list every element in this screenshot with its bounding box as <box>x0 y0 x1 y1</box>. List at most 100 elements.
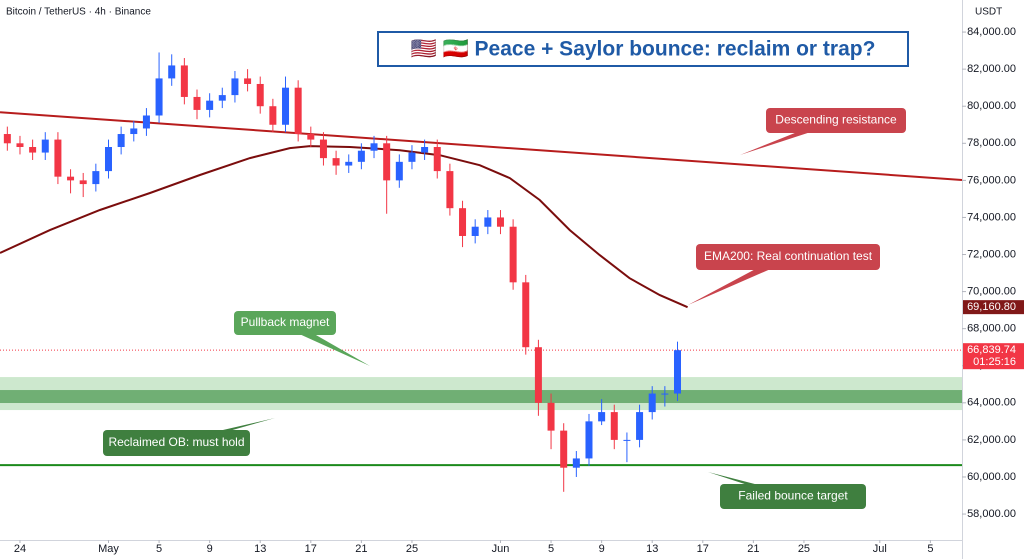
candle-body <box>598 412 606 422</box>
y-tick-label: 76,000.00 <box>967 174 1016 186</box>
price-badge <box>963 300 1024 315</box>
plot-area <box>0 52 962 492</box>
y-tick-label: 84,000.00 <box>967 26 1016 38</box>
annotation-text: Failed bounce target <box>738 489 848 503</box>
y-tick-label: 64,000.00 <box>967 397 1016 409</box>
candle-body <box>357 150 365 162</box>
candle-body <box>92 171 100 185</box>
candle-body <box>180 65 188 97</box>
annotation-text: Descending resistance <box>775 113 897 127</box>
annotation-box <box>696 244 880 270</box>
candle-body <box>67 176 75 181</box>
candle-body <box>673 350 681 394</box>
annotation-box <box>103 430 250 456</box>
candle-body <box>218 95 226 101</box>
candle-body <box>547 402 555 431</box>
price-badge <box>963 343 1024 370</box>
annotation-text: Reclaimed OB: must hold <box>108 435 244 449</box>
candle-body <box>155 78 163 116</box>
candle-body <box>244 78 252 84</box>
candle-body <box>421 147 429 153</box>
trend-line <box>0 111 962 181</box>
candle-body <box>496 217 504 227</box>
candle-body <box>636 412 644 440</box>
annotation-box <box>766 108 906 133</box>
title-box <box>377 31 909 67</box>
candle-body <box>509 226 517 283</box>
candle-body <box>130 128 138 135</box>
candle-body <box>231 78 239 96</box>
candle-body <box>79 180 87 185</box>
price-badge-label: 66,839.74 <box>967 344 1016 356</box>
candle-body <box>572 458 580 468</box>
x-tick-label: 13 <box>254 543 266 555</box>
price-badge-label: 69,160.80 <box>967 301 1016 313</box>
candle-body <box>307 134 315 140</box>
candle-body <box>206 100 214 110</box>
chart-title: 🇺🇸 🇮🇷 Peace + Saylor bounce: reclaim or … <box>411 38 876 61</box>
candle-body <box>193 96 201 110</box>
candle-body <box>395 161 403 181</box>
candle-body <box>585 421 593 459</box>
candle-body <box>383 143 391 181</box>
candle-body <box>648 393 656 413</box>
candle-body <box>446 171 454 209</box>
currency-label: USDT <box>975 7 1002 18</box>
x-tick-label: Jun <box>492 543 510 555</box>
candle-body <box>104 147 112 172</box>
candle-body <box>345 161 353 166</box>
y-tick-label: 80,000.00 <box>967 100 1016 112</box>
candle-body <box>269 106 277 125</box>
order-block-zone <box>0 390 962 404</box>
y-tick-label: 82,000.00 <box>967 63 1016 75</box>
x-tick-label: 17 <box>305 543 317 555</box>
candle-body <box>142 115 150 129</box>
x-tick-label: 21 <box>747 543 759 555</box>
candle-body <box>256 83 264 107</box>
y-tick-label: 62,000.00 <box>967 434 1016 446</box>
candle-body <box>433 147 441 172</box>
annotation-box <box>720 484 866 509</box>
y-tick-label: 68,000.00 <box>967 323 1016 335</box>
x-tick-label: 9 <box>599 543 605 555</box>
symbol-header: Bitcoin / TetherUS · 4h · Binance <box>6 7 151 18</box>
candle-body <box>408 152 416 162</box>
x-tick-label: 25 <box>798 543 810 555</box>
x-tick-label: 5 <box>548 543 554 555</box>
annotation-text: EMA200: Real continuation test <box>704 249 873 263</box>
x-tick-label: May <box>98 543 119 555</box>
x-tick-label: 24 <box>14 543 26 555</box>
candle-body <box>168 65 176 79</box>
y-tick-label: 78,000.00 <box>967 137 1016 149</box>
y-tick-label: 58,000.00 <box>967 508 1016 520</box>
candle-body <box>41 139 49 153</box>
candle-body <box>560 430 568 468</box>
candle-body <box>471 226 479 236</box>
candle-body <box>117 134 125 148</box>
x-tick-label: 25 <box>406 543 418 555</box>
x-tick-label: Jul <box>873 543 887 555</box>
countdown-label: 01:25:16 <box>973 356 1016 368</box>
candle-body <box>459 208 467 236</box>
candle-body <box>54 139 62 177</box>
y-tick-label: 74,000.00 <box>967 211 1016 223</box>
candle-body <box>370 143 378 151</box>
x-tick-label: 21 <box>355 543 367 555</box>
y-tick-label: 72,000.00 <box>967 248 1016 260</box>
candle-body <box>534 347 542 403</box>
x-tick-label: 5 <box>927 543 933 555</box>
ema-line <box>0 145 688 309</box>
x-tick-label: 13 <box>646 543 658 555</box>
annotation-box <box>234 311 336 335</box>
candle-body <box>522 282 530 348</box>
candle-body <box>16 143 24 148</box>
candle-body <box>484 217 492 227</box>
candle-body <box>294 87 302 135</box>
candle-body <box>610 412 618 440</box>
candle-body <box>332 158 340 166</box>
y-tick-label: 60,000.00 <box>967 471 1016 483</box>
x-tick-label: 5 <box>156 543 162 555</box>
candle-body <box>3 134 11 144</box>
